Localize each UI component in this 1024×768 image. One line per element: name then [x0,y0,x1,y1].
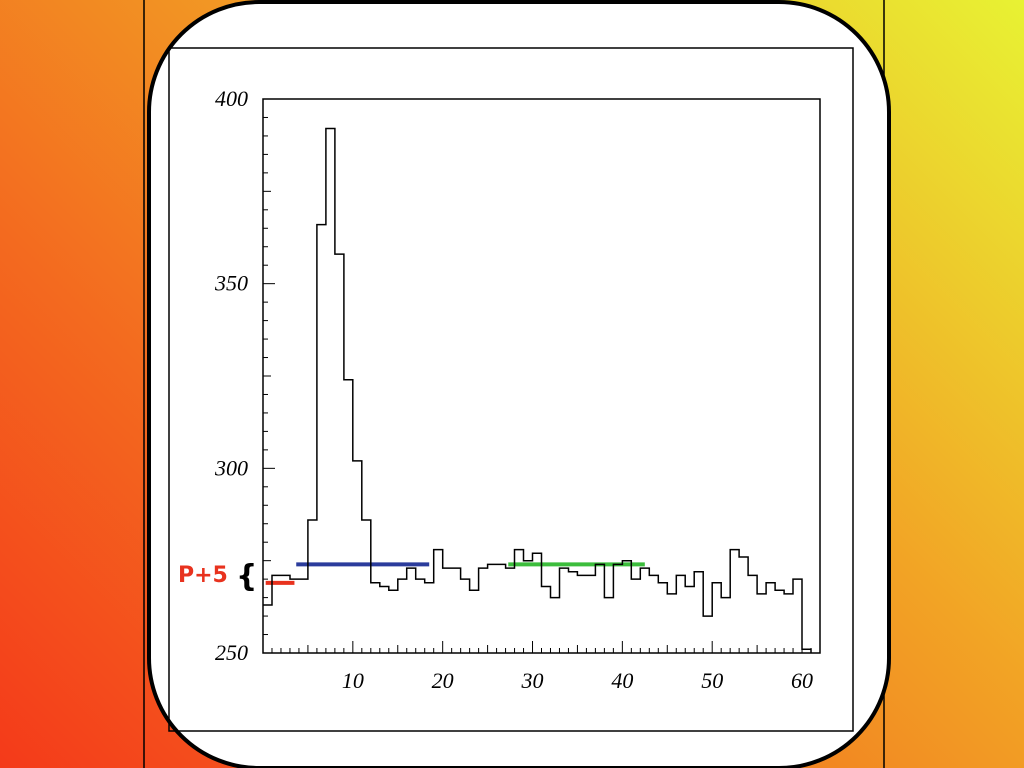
histogram-line [263,127,812,653]
x-tick-label: 50 [701,668,723,693]
brace-icon: { [236,559,257,594]
x-tick-label: 10 [342,668,364,693]
y-tick-label: 350 [214,271,248,296]
y-tick-label: 400 [215,86,248,111]
p5-annotation: P+5 { [178,559,257,594]
p5-label: P+5 [178,563,228,588]
axis-ticks [263,116,812,653]
tick-labels: 10 20 30 40 50 60 250 300 350 400 [214,86,813,693]
y-tick-label: 250 [215,640,248,665]
x-tick-label: 40 [611,668,633,693]
x-tick-label: 60 [791,668,813,693]
x-tick-label: 30 [521,668,544,693]
plot-frame [168,47,854,732]
y-tick-label: 300 [214,455,248,480]
x-tick-label: 20 [432,668,454,693]
